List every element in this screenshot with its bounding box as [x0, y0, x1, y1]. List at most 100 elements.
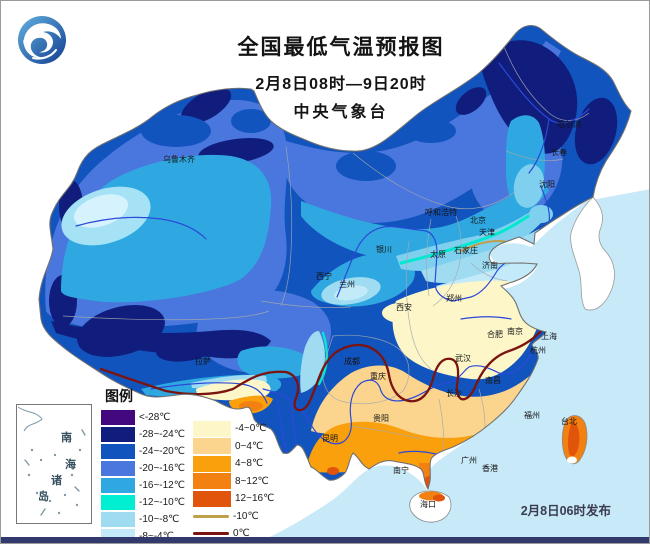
city-label: 呼和浩特 [425, 207, 457, 217]
legend-label: -28~-24℃ [139, 429, 185, 440]
legend-swatch [193, 438, 231, 455]
city-label: 北京 [470, 215, 486, 225]
legend-label: -20~-16℃ [139, 463, 185, 474]
city-label: 昆明 [322, 434, 338, 443]
inset-char: 南 [61, 432, 72, 444]
city-label: 海口 [420, 499, 436, 509]
legend: 图例 <-28℃ -28~-24℃ -24~-20℃ -20~-16℃ -16~-12℃… [101, 386, 291, 543]
city-label: 南京 [507, 326, 523, 336]
zero-isoline [99, 321, 552, 412]
legend-swatch [101, 444, 135, 459]
inset-char: 诸 [51, 475, 62, 487]
city-label: 济南 [482, 260, 498, 270]
city-label: 成都 [344, 356, 360, 366]
legend-cold-column: <-28℃ -28~-24℃ -24~-20℃ -20~-16℃ -16~-12℃ -12… [101, 409, 185, 543]
city-label: 银川 [376, 244, 392, 254]
city-label: 南宁 [393, 465, 409, 475]
legend-swatch [193, 455, 231, 472]
city-label: 贵阳 [373, 413, 389, 423]
legend-row: <-28℃ [101, 409, 185, 426]
korea-landmass [570, 196, 615, 311]
city-label: 重庆 [370, 371, 386, 381]
legend-label: -8~-4℃ [139, 531, 174, 542]
taiwan-island [561, 415, 588, 465]
legend-row: -16~-12℃ [101, 477, 185, 494]
map-header: 全国最低气温预报图 2月8日08时—9日20时 中央气象台 [161, 1, 521, 122]
city-label: 香港 [482, 463, 498, 473]
forecast-period: 2月8日08时—9日20时 [255, 76, 427, 93]
city-label: 郑州 [446, 293, 462, 303]
legend-row: 0~4℃ [193, 438, 274, 456]
legend-row: -4~0℃ [193, 420, 274, 438]
inset-islands [17, 406, 86, 516]
legend-label: -24~-20℃ [139, 446, 185, 457]
legend-label: -12~-10℃ [139, 497, 185, 508]
legend-row: 4~8℃ [193, 455, 274, 473]
hainan-island [409, 490, 452, 523]
cma-logo [17, 15, 67, 65]
province-borders [62, 38, 590, 460]
legend-swatch [101, 512, 135, 527]
legend-row: -10~-8℃ [101, 511, 185, 528]
city-label: 长春 [551, 147, 567, 157]
city-label: 南昌 [485, 375, 501, 385]
legend-swatch [101, 410, 135, 425]
legend-warm-column: -4~0℃ 0~4℃ 4~8℃ 8~12℃ 12~16℃ -10℃ 0℃ [193, 420, 274, 543]
legend-swatch [193, 473, 231, 490]
legend-label: 4~8℃ [235, 458, 264, 470]
legend-row: -28~-24℃ [101, 426, 185, 443]
city-label: 拉萨 [195, 356, 211, 366]
legend-label: 12~16℃ [235, 493, 275, 505]
legend-label: -10~-8℃ [139, 514, 180, 525]
city-label: 合肥 [487, 329, 503, 339]
legend-line-sample [193, 532, 229, 536]
legend-label: -4~0℃ [235, 423, 267, 435]
legend-row: 8~12℃ [193, 473, 274, 491]
legend-row: 0℃ [193, 525, 274, 543]
city-label: 长沙 [446, 388, 462, 398]
legend-label: -16~-12℃ [139, 480, 185, 491]
city-label: 太原 [430, 249, 446, 259]
city-label: 乌鲁木齐 [163, 154, 195, 164]
legend-swatch [193, 420, 231, 437]
city-label: 上海 [541, 331, 557, 341]
page-title: 全国最低气温预报图 [237, 36, 445, 59]
legend-row: 12~16℃ [193, 490, 274, 508]
city-label: 武汉 [455, 353, 471, 363]
city-label: 西宁 [316, 271, 332, 281]
legend-row: -20~-16℃ [101, 460, 185, 477]
sea-area [256, 189, 649, 543]
legend-row: -12~-10℃ [101, 494, 185, 511]
china-border-outline [38, 24, 632, 491]
city-label: 哈尔滨 [557, 119, 581, 129]
release-note: 2月8日06时发布 [520, 504, 611, 518]
agency-name: 中央气象台 [293, 104, 389, 121]
legend-swatch [101, 461, 135, 476]
legend-title: 图例 [105, 388, 133, 404]
city-label: 广州 [461, 455, 477, 465]
city-label: 台北 [561, 416, 577, 426]
legend-swatch [193, 490, 231, 507]
city-label: 兰州 [339, 279, 355, 289]
legend-label: -10℃ [233, 510, 259, 522]
city-label: 杭州 [530, 345, 546, 355]
legend-row: -24~-20℃ [101, 443, 185, 460]
legend-swatch [101, 478, 135, 493]
legend-label: 8~12℃ [235, 475, 269, 487]
legend-label: 0℃ [233, 528, 250, 540]
city-label: 西安 [396, 302, 412, 312]
city-label: 石家庄 [454, 245, 478, 255]
inset-char: 岛 [38, 491, 49, 503]
frame-bottom-bar [1, 537, 649, 543]
legend-row: -10℃ [193, 508, 274, 526]
city-label: 天津 [479, 227, 495, 237]
legend-swatch [101, 427, 135, 442]
inset-char: 海 [65, 459, 76, 471]
legend-swatch [101, 495, 135, 510]
legend-line-sample [193, 514, 229, 518]
legend-label: 0~4℃ [235, 440, 264, 452]
legend-label: <-28℃ [139, 412, 171, 423]
